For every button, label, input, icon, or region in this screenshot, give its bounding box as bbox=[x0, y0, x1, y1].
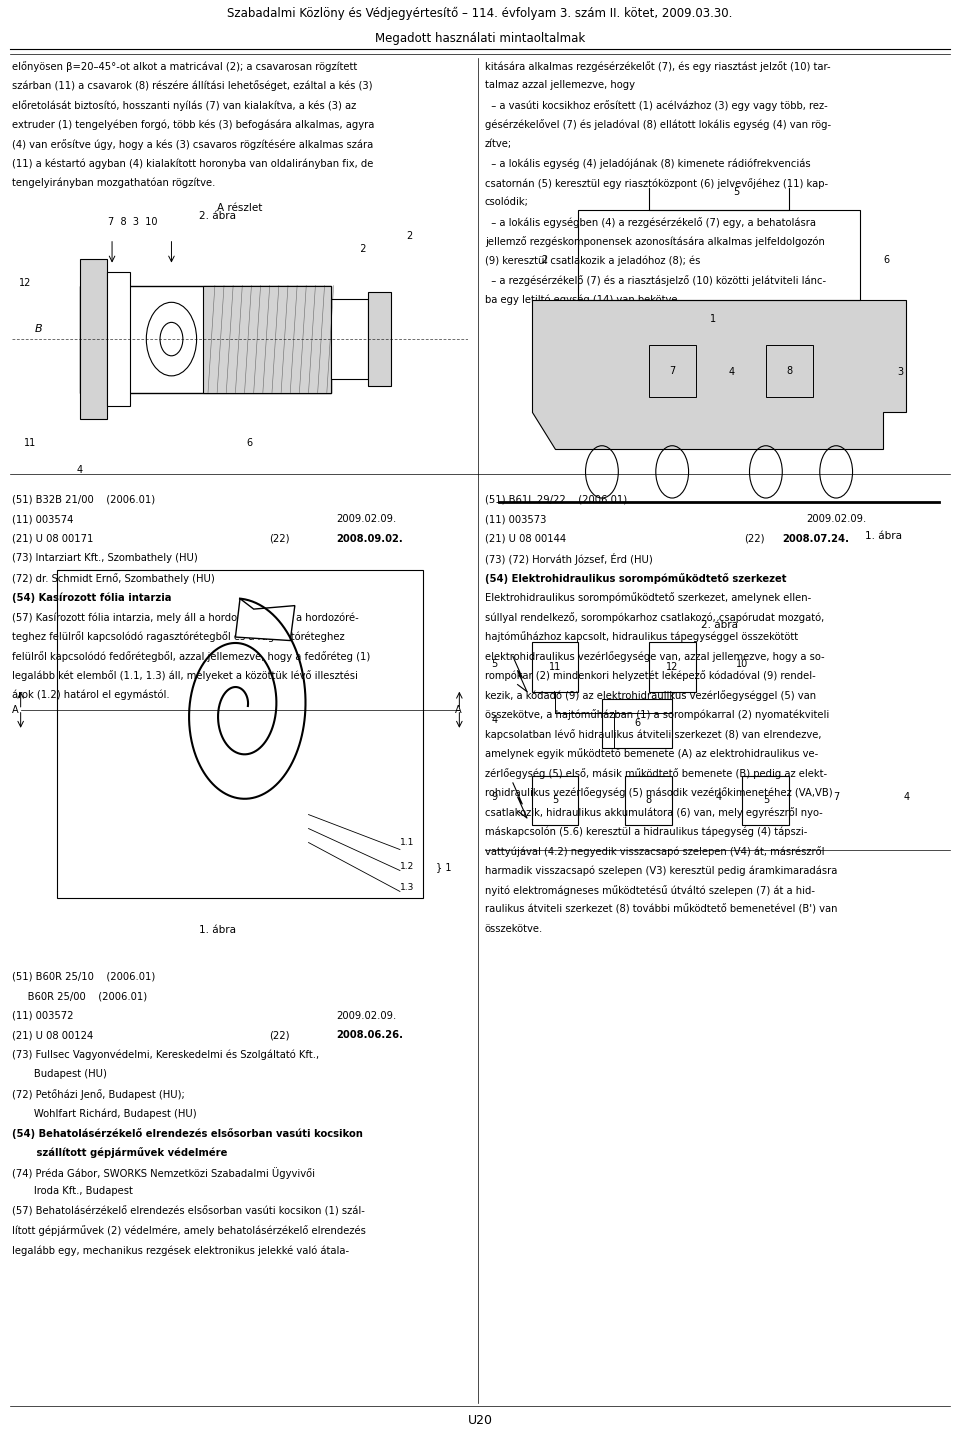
Text: összekötve, a hajtóműházban (1) a sorompókarral (2) nyomatékviteli: összekötve, a hajtóműházban (1) a soromp… bbox=[485, 709, 829, 720]
Text: (73) Intarziart Kft., Szombathely (HU): (73) Intarziart Kft., Szombathely (HU) bbox=[12, 552, 197, 562]
Text: 2009.02.09.: 2009.02.09. bbox=[806, 513, 867, 523]
Text: Iroda Kft., Budapest: Iroda Kft., Budapest bbox=[12, 1186, 132, 1196]
Text: 2008.07.24.: 2008.07.24. bbox=[782, 534, 850, 544]
Text: zítve;: zítve; bbox=[485, 139, 512, 149]
Text: csatlakozik, hidraulikus akkumulátora (6) van, mely egyrészről nyo-: csatlakozik, hidraulikus akkumulátora (6… bbox=[485, 807, 823, 818]
Text: (22): (22) bbox=[269, 1030, 289, 1040]
Text: – a rezgésérzékelő (7) és a riasztásjelző (10) közötti jelátviteli lánc-: – a rezgésérzékelő (7) és a riasztásjelz… bbox=[485, 275, 826, 286]
Text: (4) van erősítve úgy, hogy a kés (3) csavaros rögzítésére alkalmas szára: (4) van erősítve úgy, hogy a kés (3) csa… bbox=[12, 139, 372, 150]
Text: csolódik;: csolódik; bbox=[485, 197, 529, 207]
Text: rohidraulikus vezérlőegység (5) második vezérlőkimenetéhez (VA,VB): rohidraulikus vezérlőegység (5) második … bbox=[485, 787, 832, 798]
Text: legalább egy, mechanikus rezgések elektronikus jelekké való átala-: legalább egy, mechanikus rezgések elektr… bbox=[12, 1245, 348, 1255]
Text: jellemző rezgéskomponensek azonosítására alkalmas jelfeldolgozón: jellemző rezgéskomponensek azonosítására… bbox=[485, 236, 825, 247]
Text: (22): (22) bbox=[269, 534, 289, 544]
Text: 2008.06.26.: 2008.06.26. bbox=[336, 1030, 403, 1040]
Text: – a lokális egység (4) jeladójának (8) kimenete rádiófrekvenciás: – a lokális egység (4) jeladójának (8) k… bbox=[485, 158, 810, 169]
Text: (54) Kasírozott fólia intarzia: (54) Kasírozott fólia intarzia bbox=[12, 593, 171, 603]
Text: Szabadalmi Közlöny és Védjegyértesítő – 114. évfolyam 3. szám II. kötet, 2009.03: Szabadalmi Közlöny és Védjegyértesítő – … bbox=[228, 7, 732, 20]
Text: (21) U 08 00124: (21) U 08 00124 bbox=[12, 1030, 93, 1040]
Text: (22): (22) bbox=[744, 534, 764, 544]
Text: (21) U 08 00171: (21) U 08 00171 bbox=[12, 534, 93, 544]
Text: 2009.02.09.: 2009.02.09. bbox=[336, 1011, 396, 1021]
Text: 2008.09.02.: 2008.09.02. bbox=[336, 534, 403, 544]
Text: (11) 003573: (11) 003573 bbox=[485, 513, 546, 523]
Text: B60R 25/00    (2006.01): B60R 25/00 (2006.01) bbox=[12, 992, 147, 1001]
Text: zérlőegység (5) első, másik működtető bemenete (B) pedig az elekt-: zérlőegység (5) első, másik működtető be… bbox=[485, 768, 827, 779]
Text: felülről kapcsolódó fedőrétegből, azzal jellemezve, hogy a fedőréteg (1): felülről kapcsolódó fedőrétegből, azzal … bbox=[12, 651, 370, 662]
Text: raulikus átviteli szerkezet (8) további működtető bemenetével (B') van: raulikus átviteli szerkezet (8) további … bbox=[485, 904, 837, 915]
Text: (11) 003574: (11) 003574 bbox=[12, 513, 73, 523]
Text: (51) B61L 29/22    (2006.01): (51) B61L 29/22 (2006.01) bbox=[485, 495, 627, 505]
Text: (54) Behatolásérzékelő elrendezés elsősorban vasúti kocsikon: (54) Behatolásérzékelő elrendezés elsőso… bbox=[12, 1128, 362, 1139]
Text: (21) U 08 00144: (21) U 08 00144 bbox=[485, 534, 566, 544]
Text: (51) B60R 25/10    (2006.01): (51) B60R 25/10 (2006.01) bbox=[12, 972, 155, 982]
Text: ba egy letiltó egység (14) van bekötve.: ba egy letiltó egység (14) van bekötve. bbox=[485, 295, 681, 305]
Text: szárban (11) a csavarok (8) részére állítási lehetőséget, ezáltal a kés (3): szárban (11) a csavarok (8) részére állí… bbox=[12, 80, 372, 91]
Text: Megadott használati mintaoltalmak: Megadott használati mintaoltalmak bbox=[374, 32, 586, 45]
Text: extruder (1) tengelyében forgó, több kés (3) befogására alkalmas, agyra: extruder (1) tengelyében forgó, több kés… bbox=[12, 119, 373, 130]
Text: összekötve.: összekötve. bbox=[485, 924, 543, 934]
Text: teghez felülről kapcsolódó ragasztórétegből és a ragasztóréteghez: teghez felülről kapcsolódó ragasztóréteg… bbox=[12, 630, 344, 642]
Text: Elektrohidraulikus sorompóműködtető szerkezet, amelynek ellen-: Elektrohidraulikus sorompóműködtető szer… bbox=[485, 591, 811, 603]
Text: (11) 003572: (11) 003572 bbox=[12, 1011, 73, 1021]
Text: 2009.02.09.: 2009.02.09. bbox=[336, 513, 396, 523]
Text: (54) Elektrohidraulikus sorompóműködtető szerkezet: (54) Elektrohidraulikus sorompóműködtető… bbox=[485, 573, 786, 584]
Text: árok (1.2) határol el egymástól.: árok (1.2) határol el egymástól. bbox=[12, 690, 169, 700]
Text: (73) Fullsec Vagyonvédelmi, Kereskedelmi és Szolgáltató Kft.,: (73) Fullsec Vagyonvédelmi, Kereskedelmi… bbox=[12, 1050, 319, 1060]
Text: (72) Petőházi Jenő, Budapest (HU);: (72) Petőházi Jenő, Budapest (HU); bbox=[12, 1089, 184, 1100]
Text: U20: U20 bbox=[468, 1414, 492, 1427]
Text: rompókar (2) mindenkori helyzetét leképező kódadóval (9) rendel-: rompókar (2) mindenkori helyzetét leképe… bbox=[485, 669, 816, 681]
Text: Wohlfart Richárd, Budapest (HU): Wohlfart Richárd, Budapest (HU) bbox=[12, 1108, 196, 1119]
Text: Budapest (HU): Budapest (HU) bbox=[12, 1070, 107, 1079]
Text: (72) dr. Schmidt Ernő, Szombathely (HU): (72) dr. Schmidt Ernő, Szombathely (HU) bbox=[12, 573, 214, 584]
Text: tengelyirányban mozgathatóan rögzítve.: tengelyirányban mozgathatóan rögzítve. bbox=[12, 178, 215, 188]
Text: hajtóműházhoz kapcsolt, hidraulikus tápegységgel összekötött: hajtóműházhoz kapcsolt, hidraulikus tápe… bbox=[485, 630, 798, 642]
Text: súllyal rendelkező, sorompókarhoz csatlakozó, csapórudat mozgató,: súllyal rendelkező, sorompókarhoz csatla… bbox=[485, 612, 824, 623]
Text: amelynek egyik működtető bemenete (A) az elektrohidraulikus ve-: amelynek egyik működtető bemenete (A) az… bbox=[485, 748, 818, 759]
Text: legalább két elemből (1.1, 1.3) áll, melyeket a közöttük lévő illesztési: legalább két elemből (1.1, 1.3) áll, mel… bbox=[12, 671, 357, 681]
Text: kitására alkalmas rezgésérzékelőt (7), és egy riasztást jelzőt (10) tar-: kitására alkalmas rezgésérzékelőt (7), é… bbox=[485, 61, 830, 72]
Text: (9) keresztül csatlakozik a jeladóhoz (8); és: (9) keresztül csatlakozik a jeladóhoz (8… bbox=[485, 256, 700, 266]
Text: vattyújával (4.2) negyedik visszacsapó szelepen (V4) át, másrészről: vattyújával (4.2) negyedik visszacsapó s… bbox=[485, 846, 825, 857]
Text: nyitó elektromágneses működtetésű útváltó szelepen (7) át a hid-: nyitó elektromágneses működtetésű útvált… bbox=[485, 885, 815, 897]
Text: kapcsolatban lévő hidraulikus átviteli szerkezet (8) van elrendezve,: kapcsolatban lévő hidraulikus átviteli s… bbox=[485, 729, 822, 740]
Text: előnyösen β=20–45°-ot alkot a matricával (2); a csavarosan rögzített: előnyösen β=20–45°-ot alkot a matricával… bbox=[12, 61, 357, 72]
Text: talmaz azzal jellemezve, hogy: talmaz azzal jellemezve, hogy bbox=[485, 80, 635, 90]
Text: máskapcsolón (5.6) keresztül a hidraulikus tápegység (4) tápszi-: máskapcsolón (5.6) keresztül a hidraulik… bbox=[485, 826, 807, 837]
Text: szállított gépjárművek védelmére: szállított gépjárművek védelmére bbox=[12, 1148, 227, 1158]
Text: csatornán (5) keresztül egy riasztóközpont (6) jelvevőjéhez (11) kap-: csatornán (5) keresztül egy riasztóközpo… bbox=[485, 178, 828, 189]
Text: (11) a késtartó agyban (4) kialakított horonyba van oldalirányban fix, de: (11) a késtartó agyban (4) kialakított h… bbox=[12, 158, 372, 169]
Text: lított gépjárművek (2) védelmére, amely behatolásérzékelő elrendezés: lított gépjárművek (2) védelmére, amely … bbox=[12, 1225, 366, 1236]
Text: A részlet: A részlet bbox=[217, 202, 263, 213]
Text: (74) Préda Gábor, SWORKS Nemzetközi Szabadalmi Ügyvivői: (74) Préda Gábor, SWORKS Nemzetközi Szab… bbox=[12, 1167, 315, 1178]
Text: (57) Kasírozott fólia intarzia, mely áll a hordozórétegből, a hordozóré-: (57) Kasírozott fólia intarzia, mely áll… bbox=[12, 612, 358, 623]
Text: elektrohidraulikus vezérlőegysége van, azzal jellemezve, hogy a so-: elektrohidraulikus vezérlőegysége van, a… bbox=[485, 651, 825, 662]
Text: előretolását biztosító, hosszanti nyílás (7) van kialakítva, a kés (3) az: előretolását biztosító, hosszanti nyílás… bbox=[12, 100, 356, 111]
Text: harmadik visszacsapó szelepen (V3) keresztül pedig áramkimaradásra: harmadik visszacsapó szelepen (V3) keres… bbox=[485, 865, 837, 876]
Text: (51) B32B 21/00    (2006.01): (51) B32B 21/00 (2006.01) bbox=[12, 495, 155, 505]
Text: (57) Behatolásérzékelő elrendezés elsősorban vasúti kocsikon (1) szál-: (57) Behatolásérzékelő elrendezés elsőso… bbox=[12, 1206, 365, 1216]
Text: kezik, a kódadó (9) az elektrohidraulikus vezérlőegységgel (5) van: kezik, a kódadó (9) az elektrohidrauliku… bbox=[485, 690, 816, 701]
Text: – a lokális egységben (4) a rezgésérzékelő (7) egy, a behatolásra: – a lokális egységben (4) a rezgésérzéke… bbox=[485, 217, 816, 228]
Text: (73) (72) Horváth József, Érd (HU): (73) (72) Horváth József, Érd (HU) bbox=[485, 552, 653, 565]
Text: gésérzékelővel (7) és jeladóval (8) ellátott lokális egység (4) van rög-: gésérzékelővel (7) és jeladóval (8) ellá… bbox=[485, 119, 831, 130]
Text: – a vasúti kocsikhoz erősített (1) acélvázhoz (3) egy vagy több, rez-: – a vasúti kocsikhoz erősített (1) acélv… bbox=[485, 100, 828, 111]
